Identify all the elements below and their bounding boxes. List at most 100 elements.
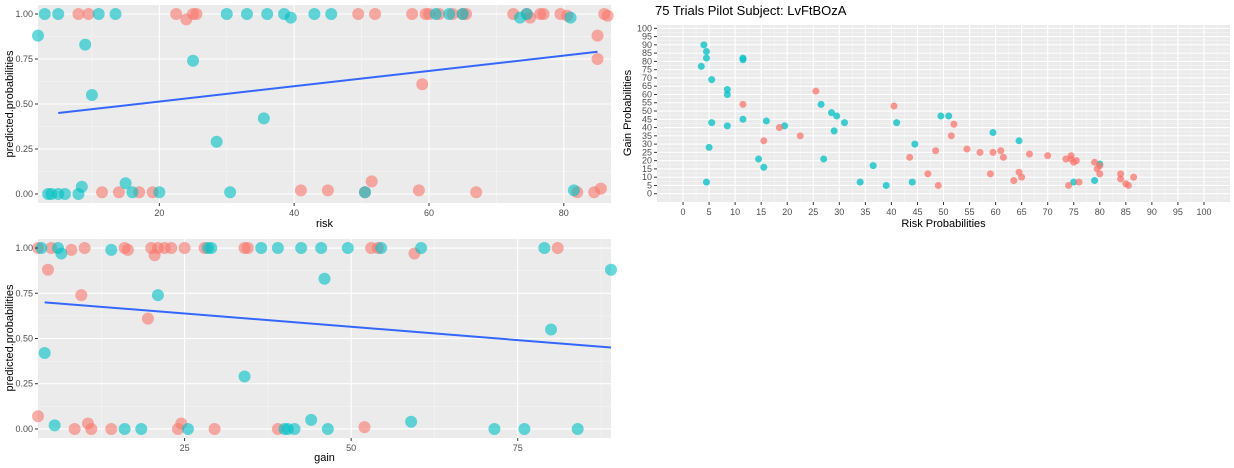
data-point-red bbox=[32, 410, 44, 423]
data-point-teal bbox=[187, 54, 200, 67]
gain-plot-fit-line bbox=[44, 301, 612, 349]
data-point-red bbox=[906, 153, 914, 161]
y-tick-label: 60 bbox=[642, 89, 652, 99]
gain-plot-grid bbox=[38, 239, 611, 438]
data-point-red bbox=[947, 132, 955, 140]
data-point-teal bbox=[224, 186, 237, 199]
data-point-red bbox=[999, 153, 1007, 161]
y-tick-label: 90 bbox=[642, 40, 652, 50]
data-point-red bbox=[190, 8, 203, 20]
data-point-teal bbox=[945, 112, 953, 120]
y-tick-label: 0.00 bbox=[15, 424, 33, 434]
data-point-teal bbox=[911, 140, 919, 148]
data-point-red bbox=[1072, 157, 1080, 165]
trials-plot: 75 Trials Pilot Subject: LvFtBOzA 0 5 10 15… bbox=[622, 3, 1230, 230]
data-point-red bbox=[321, 184, 334, 197]
data-point-red bbox=[739, 100, 747, 108]
data-point-teal bbox=[255, 242, 268, 255]
data-point-teal bbox=[702, 178, 710, 186]
data-point-teal bbox=[564, 11, 577, 24]
data-point-red bbox=[1062, 155, 1070, 163]
data-point-teal bbox=[295, 242, 308, 255]
data-point-red bbox=[796, 132, 804, 140]
data-point-teal bbox=[937, 112, 945, 120]
data-point-teal bbox=[700, 41, 708, 49]
data-point-teal bbox=[240, 8, 253, 20]
data-point-red bbox=[470, 186, 483, 199]
risk-plot-x-ticks: 20 40 60 80 bbox=[154, 203, 569, 218]
data-point-teal bbox=[284, 11, 297, 24]
y-tick-label: 65 bbox=[642, 81, 652, 91]
data-point-teal bbox=[518, 422, 531, 435]
y-tick-label: 0.25 bbox=[15, 144, 33, 154]
data-point-teal bbox=[315, 242, 328, 255]
data-point-teal bbox=[38, 8, 51, 20]
data-point-teal bbox=[723, 90, 731, 98]
x-tick-label: 25 bbox=[808, 207, 818, 217]
y-tick-label: 95 bbox=[642, 32, 652, 42]
data-point-red bbox=[1096, 170, 1104, 178]
data-point-teal bbox=[321, 422, 334, 435]
data-point-red bbox=[72, 8, 85, 20]
gain-plot: 25 50 75 0.00 0.25 0.50 0.75 1.00 gain predict… bbox=[4, 239, 617, 464]
data-point-teal bbox=[755, 155, 763, 163]
x-tick-label: 60 bbox=[424, 208, 434, 218]
data-point-teal bbox=[882, 181, 890, 189]
data-point-red bbox=[416, 78, 429, 91]
data-point-red bbox=[170, 8, 183, 20]
trials-plot-grid bbox=[657, 25, 1230, 202]
data-point-red bbox=[112, 186, 125, 199]
data-point-red bbox=[78, 242, 91, 255]
data-point-red bbox=[406, 8, 419, 20]
data-point-teal bbox=[375, 242, 388, 255]
data-point-teal bbox=[220, 8, 233, 20]
data-point-red bbox=[1044, 152, 1052, 160]
data-point-teal bbox=[567, 184, 580, 197]
y-tick-label: 50 bbox=[642, 106, 652, 116]
data-point-teal bbox=[702, 47, 710, 55]
data-point-red bbox=[121, 243, 134, 256]
data-point-teal bbox=[869, 162, 877, 170]
gain-plot-y-axis-title: predicted.probabilities bbox=[4, 284, 16, 392]
y-tick-label: 0.25 bbox=[15, 379, 33, 389]
y-tick-label: 25 bbox=[642, 147, 652, 157]
y-tick-label: 10 bbox=[642, 172, 652, 182]
data-point-red bbox=[75, 289, 88, 302]
y-tick-label: 40 bbox=[642, 123, 652, 133]
data-point-red bbox=[591, 53, 604, 65]
data-point-teal bbox=[325, 8, 338, 20]
data-point-red bbox=[760, 137, 768, 145]
data-point-red bbox=[105, 422, 118, 435]
data-point-red bbox=[65, 243, 78, 256]
risk-plot-points bbox=[32, 8, 614, 200]
data-point-red bbox=[989, 148, 997, 156]
risk-plot-y-axis-title: predicted.probabilities bbox=[4, 50, 16, 158]
data-point-red bbox=[598, 8, 611, 20]
x-tick-label: 0 bbox=[681, 207, 686, 217]
data-point-red bbox=[1018, 173, 1026, 181]
data-point-teal bbox=[538, 242, 551, 255]
x-tick-label: 60 bbox=[991, 207, 1001, 217]
y-tick-label: 100 bbox=[637, 23, 652, 33]
data-point-teal bbox=[723, 122, 731, 130]
data-point-teal bbox=[739, 115, 747, 123]
y-tick-label: 5 bbox=[647, 180, 652, 190]
data-point-red bbox=[775, 124, 783, 132]
gain-plot-x-ticks: 25 50 75 bbox=[180, 438, 523, 453]
trials-plot-points bbox=[697, 41, 1138, 189]
data-point-teal bbox=[318, 272, 331, 285]
data-point-teal bbox=[79, 38, 92, 51]
data-point-red bbox=[178, 242, 191, 255]
data-point-teal bbox=[75, 180, 88, 193]
data-point-teal bbox=[833, 112, 841, 120]
data-point-teal bbox=[181, 422, 194, 435]
data-point-teal bbox=[989, 129, 997, 137]
data-point-teal bbox=[405, 415, 418, 428]
fit-line bbox=[58, 50, 598, 114]
y-tick-label: 55 bbox=[642, 98, 652, 108]
x-tick-label: 90 bbox=[1147, 207, 1157, 217]
data-point-red bbox=[365, 175, 378, 188]
x-tick-label: 45 bbox=[912, 207, 922, 217]
x-tick-label: 80 bbox=[1095, 207, 1105, 217]
data-point-red bbox=[1117, 170, 1125, 178]
